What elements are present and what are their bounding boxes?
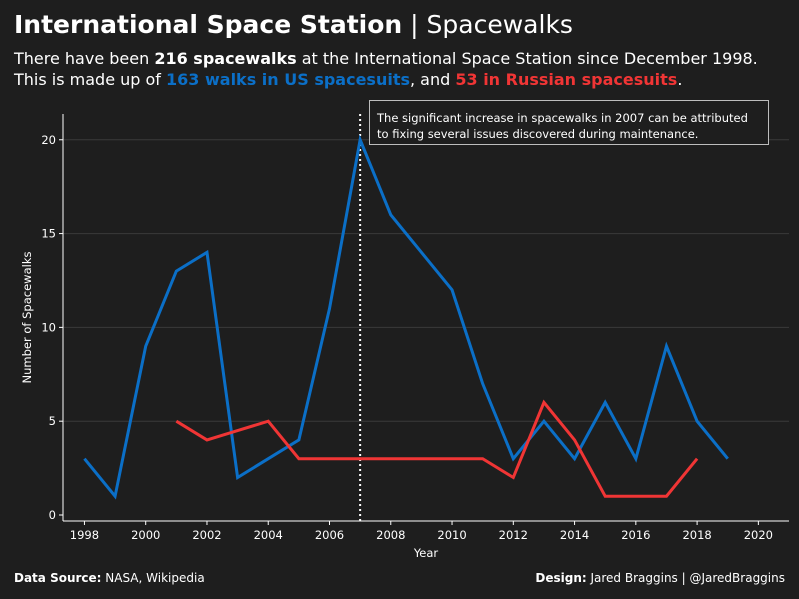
data-source-label: Data Source: bbox=[14, 571, 102, 585]
design-value: Jared Braggins | @JaredBraggins bbox=[586, 571, 785, 585]
subtitle-total: 216 spacewalks bbox=[154, 49, 297, 68]
x-tick-label: 2010 bbox=[437, 528, 466, 542]
x-tick-label: 2000 bbox=[131, 528, 160, 542]
subtitle-text: . bbox=[677, 70, 683, 89]
title-bold: International Space Station bbox=[14, 10, 403, 39]
y-tick-label: 20 bbox=[41, 133, 56, 147]
title-rest: Spacewalks bbox=[426, 10, 573, 39]
y-tick-label: 15 bbox=[41, 227, 56, 241]
y-tick-label: 5 bbox=[49, 414, 56, 428]
x-tick-label: 1998 bbox=[70, 528, 99, 542]
subtitle-text: , and bbox=[410, 70, 456, 89]
subtitle-text: This is made up of bbox=[14, 70, 167, 89]
x-axis-label: Year bbox=[413, 546, 439, 560]
subtitle-ru-count: 53 in Russian spacesuits bbox=[455, 70, 678, 89]
data-source-value: NASA, Wikipedia bbox=[101, 571, 205, 585]
x-tick-label: 2018 bbox=[682, 528, 711, 542]
x-tick-label: 2008 bbox=[376, 528, 405, 542]
x-tick-label: 2004 bbox=[254, 528, 283, 542]
ru-series-line bbox=[175, 399, 699, 498]
subtitle-line-1: There have been 216 spacewalks at the In… bbox=[14, 48, 758, 69]
design-credit: Design: Jared Braggins | @JaredBraggins bbox=[535, 571, 785, 585]
series-lines bbox=[83, 134, 729, 500]
x-tick-label: 2006 bbox=[315, 528, 344, 542]
y-tick-label: 0 bbox=[49, 508, 56, 522]
subtitle-us-count: 163 walks in US spacesuits bbox=[166, 70, 410, 89]
x-tick-label: 2016 bbox=[621, 528, 650, 542]
design-label: Design: bbox=[535, 571, 587, 585]
annotation-box: The significant increase in spacewalks i… bbox=[369, 100, 769, 145]
x-tick-label: 2002 bbox=[192, 528, 221, 542]
axes: 0 5 10 15 20 1998 2000 2002 2004 2006 2008 2010 2012… bbox=[41, 114, 789, 542]
x-tick-label: 2012 bbox=[499, 528, 528, 542]
y-tick-label: 10 bbox=[41, 320, 56, 334]
y-axis-label: Number of Spacewalks bbox=[20, 252, 34, 384]
us-series-line bbox=[83, 134, 729, 500]
data-source: Data Source: NASA, Wikipedia bbox=[14, 571, 205, 585]
title-separator: | bbox=[402, 10, 427, 39]
subtitle-text: at the International Space Station since… bbox=[296, 49, 758, 68]
annotation-line-1: The significant increase in spacewalks i… bbox=[377, 111, 748, 125]
annotation-line-2: to fixing several issues discovered duri… bbox=[377, 127, 699, 141]
x-tick-label: 2014 bbox=[560, 528, 589, 542]
chart-title: International Space Station | Spacewalks bbox=[14, 10, 573, 39]
subtitle-line-2: This is made up of 163 walks in US space… bbox=[14, 69, 758, 90]
chart-subtitle: There have been 216 spacewalks at the In… bbox=[14, 48, 758, 90]
x-tick-label: 2020 bbox=[744, 528, 773, 542]
subtitle-text: There have been bbox=[14, 49, 155, 68]
